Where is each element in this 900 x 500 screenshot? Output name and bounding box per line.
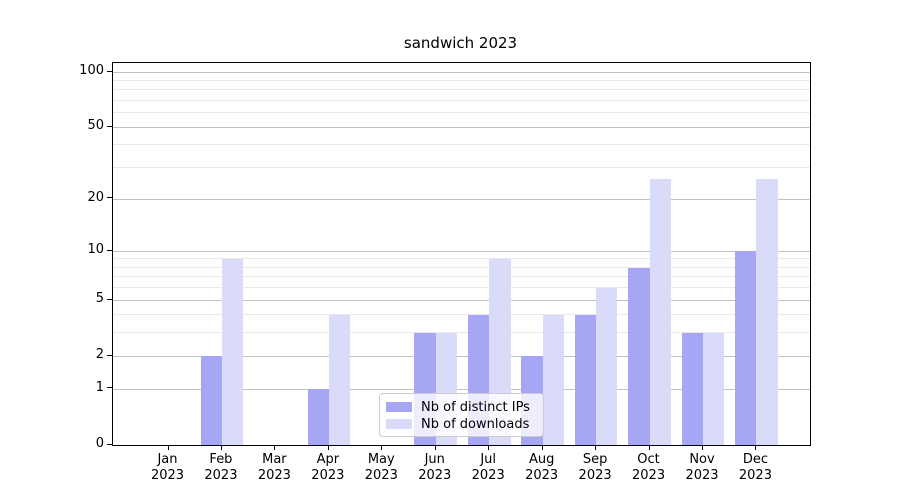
- x-tick-label-mar: Mar 2023: [257, 452, 291, 483]
- legend: Nb of distinct IPs Nb of downloads: [379, 393, 544, 437]
- x-tick-mark: [541, 445, 543, 450]
- minor-gridline: [113, 89, 810, 91]
- y-tick-mark: [107, 387, 112, 389]
- major-gridline: [113, 355, 810, 357]
- bar-nb-of-downloads-apr: [328, 314, 351, 445]
- minor-gridline: [113, 287, 810, 289]
- legend-item-downloads: Nb of downloads: [386, 416, 535, 432]
- major-gridline: [113, 126, 810, 128]
- bar-nb-of-distinct-ips-sep: [574, 314, 597, 445]
- x-tick-mark: [755, 445, 757, 450]
- y-tick-mark: [107, 125, 112, 127]
- y-tick-label: 50: [87, 118, 104, 134]
- minor-gridline: [113, 167, 810, 169]
- minor-gridline: [113, 332, 810, 334]
- minor-gridline: [113, 144, 810, 146]
- minor-gridline: [113, 276, 810, 278]
- x-tick-label-jul: Jul 2023: [471, 452, 505, 483]
- x-tick-mark: [381, 445, 383, 450]
- major-gridline: [113, 198, 810, 200]
- chart-title: sandwich 2023: [403, 34, 518, 52]
- bar-nb-of-downloads-nov: [703, 333, 725, 445]
- bar-nb-of-downloads-oct: [649, 178, 671, 445]
- x-tick-label-feb: Feb 2023: [204, 452, 238, 483]
- x-tick-label-jun: Jun 2023: [418, 452, 452, 483]
- legend-label-distinct-ips: Nb of distinct IPs: [421, 399, 530, 415]
- bar-nb-of-distinct-ips-feb: [200, 356, 222, 445]
- bar-nb-of-downloads-dec: [756, 178, 778, 445]
- x-tick-label-apr: Apr 2023: [311, 452, 345, 483]
- minor-gridline: [113, 258, 810, 260]
- plot-area: Nb of distinct IPs Nb of downloads: [112, 62, 811, 446]
- bar-nb-of-downloads-aug: [542, 314, 564, 445]
- minor-gridline: [113, 100, 810, 102]
- y-tick-label: 10: [87, 242, 104, 258]
- y-tick-label: 2: [95, 347, 104, 363]
- x-tick-label-dec: Dec 2023: [738, 452, 772, 483]
- x-tick-mark: [167, 445, 169, 450]
- bar-nb-of-downloads-sep: [596, 287, 618, 445]
- major-gridline: [113, 388, 810, 390]
- major-gridline: [113, 299, 810, 301]
- legend-swatch-distinct-ips: [386, 402, 412, 412]
- y-tick-mark: [107, 197, 112, 199]
- x-tick-label-jan: Jan 2023: [150, 452, 185, 483]
- y-tick-mark: [107, 249, 112, 251]
- y-tick-label: 0: [95, 436, 104, 451]
- major-gridline: [113, 250, 810, 252]
- legend-label-downloads: Nb of downloads: [421, 416, 530, 432]
- y-tick-mark: [107, 443, 112, 445]
- y-tick-mark: [107, 70, 112, 72]
- x-tick-mark: [220, 445, 222, 450]
- x-tick-mark: [327, 445, 329, 450]
- bar-nb-of-distinct-ips-apr: [307, 389, 329, 445]
- legend-swatch-downloads: [386, 419, 412, 429]
- x-tick-label-nov: Nov 2023: [685, 452, 719, 483]
- x-tick-mark: [595, 445, 597, 450]
- y-tick-label: 20: [87, 189, 104, 205]
- y-tick-label: 100: [79, 63, 104, 79]
- bar-nb-of-downloads-feb: [221, 258, 244, 445]
- bar-nb-of-distinct-ips-oct: [628, 267, 650, 445]
- x-tick-mark: [702, 445, 703, 450]
- legend-item-distinct-ips: Nb of distinct IPs: [386, 399, 535, 415]
- x-tick-label-may: May 2023: [364, 452, 398, 483]
- x-tick-label-oct: Oct 2023: [632, 452, 666, 483]
- minor-gridline: [113, 80, 810, 81]
- x-tick-mark: [488, 445, 490, 450]
- y-tick-mark: [107, 354, 112, 356]
- y-tick-label: 5: [95, 291, 104, 307]
- bar-nb-of-distinct-ips-dec: [735, 251, 757, 445]
- x-tick-mark: [434, 445, 436, 450]
- x-tick-mark: [274, 445, 276, 450]
- major-gridline: [113, 71, 810, 73]
- minor-gridline: [113, 266, 810, 268]
- x-tick-mark: [648, 445, 650, 450]
- x-tick-label-aug: Aug 2023: [525, 452, 559, 483]
- y-tick-label: 1: [95, 379, 104, 395]
- y-tick-mark: [107, 298, 112, 300]
- x-tick-label-sep: Sep 2023: [578, 452, 612, 483]
- minor-gridline: [113, 112, 810, 114]
- minor-gridline: [113, 314, 810, 316]
- bar-nb-of-distinct-ips-nov: [681, 333, 703, 445]
